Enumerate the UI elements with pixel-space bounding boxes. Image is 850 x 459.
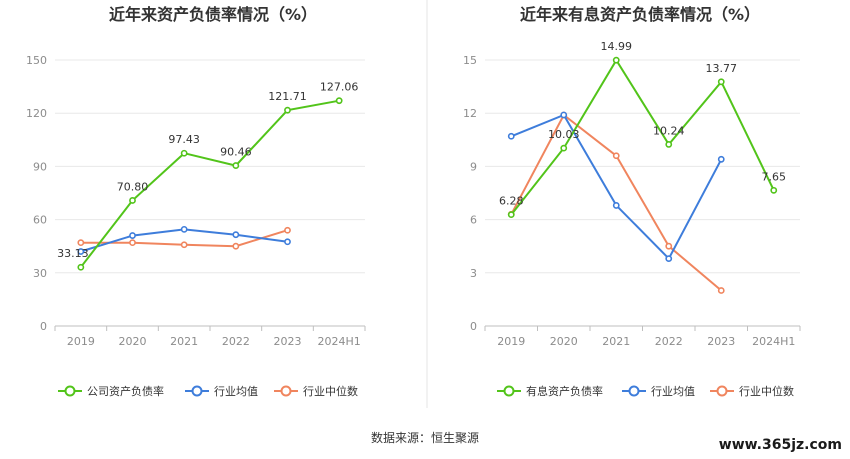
legend-swatch-marker — [280, 385, 292, 397]
data-point[interactable] — [335, 97, 343, 105]
y-tick-label: 15 — [463, 54, 477, 67]
y-tick-label: 60 — [33, 214, 47, 227]
data-label: 33.13 — [57, 247, 89, 260]
watermark: www.365jz.com — [719, 437, 842, 453]
y-tick-label: 9 — [470, 160, 477, 173]
data-point[interactable] — [77, 239, 85, 247]
x-tick-label: 2022 — [655, 335, 683, 348]
data-label: 97.43 — [168, 133, 200, 146]
data-point[interactable] — [770, 186, 778, 194]
x-tick-label: 2022 — [222, 335, 250, 348]
legend-item[interactable]: 行业中位数 — [710, 384, 794, 398]
legend-item[interactable]: 公司资产负债率 — [58, 384, 164, 398]
y-tick-label: 120 — [26, 107, 47, 120]
series-line — [80, 99, 340, 268]
data-label: 127.06 — [320, 81, 359, 94]
legend-swatch-marker — [503, 385, 515, 397]
legend-label: 行业均值 — [651, 385, 695, 398]
data-point[interactable] — [77, 263, 85, 271]
y-tick-label: 0 — [470, 320, 477, 333]
x-tick-label: 2020 — [119, 335, 147, 348]
series-line — [510, 113, 723, 261]
data-point[interactable] — [717, 78, 725, 86]
x-tick-label: 2021 — [602, 335, 630, 348]
y-tick-label: 3 — [470, 267, 477, 280]
series-line — [510, 58, 775, 216]
data-point[interactable] — [180, 149, 188, 157]
data-point[interactable] — [180, 241, 188, 249]
data-label: 10.24 — [653, 124, 685, 137]
chart-right: 近年来有息资产负债率情况（%） 0 3 6 9 12 15 2019 2020 2021 2022… — [463, 5, 801, 398]
legend-item[interactable]: 行业均值 — [622, 385, 695, 398]
data-point[interactable] — [612, 56, 620, 64]
data-point[interactable] — [612, 202, 620, 209]
data-point[interactable] — [284, 226, 291, 234]
data-label: 14.99 — [601, 40, 633, 53]
data-point[interactable] — [717, 287, 725, 294]
legend-swatch-marker — [191, 385, 203, 397]
data-point[interactable] — [665, 255, 673, 263]
legend-label: 行业中位数 — [303, 384, 358, 398]
x-tick-label: 2024H1 — [318, 335, 361, 348]
y-tick-label: 90 — [33, 160, 47, 173]
data-point[interactable] — [717, 155, 725, 163]
data-point[interactable] — [560, 144, 568, 152]
x-tick-label: 2021 — [170, 335, 198, 348]
x-tick-label: 2023 — [274, 335, 302, 348]
data-point[interactable] — [612, 152, 620, 160]
legend-label: 公司资产负债率 — [87, 384, 164, 398]
chart-left-title: 近年来资产负债率情况（%） — [109, 5, 317, 24]
data-label: 70.80 — [117, 180, 149, 193]
legend-label: 有息资产负债率 — [526, 384, 603, 398]
data-source-label: 数据来源：恒生聚源 — [371, 430, 479, 445]
legend-item[interactable]: 行业中位数 — [274, 384, 358, 398]
legend-label: 行业中位数 — [739, 384, 794, 398]
y-tick-label: 12 — [463, 107, 477, 120]
data-point[interactable] — [665, 141, 673, 148]
data-point[interactable] — [232, 162, 240, 169]
data-point[interactable] — [284, 106, 291, 114]
chart-right-title: 近年来有息资产负债率情况（%） — [520, 5, 760, 24]
data-point[interactable] — [560, 111, 568, 119]
data-label: 6.28 — [499, 195, 524, 208]
legend-swatch-marker — [64, 385, 76, 397]
x-tick-label: 2019 — [497, 335, 525, 348]
y-tick-label: 6 — [470, 214, 477, 227]
data-label: 7.65 — [762, 170, 787, 183]
legend-label: 行业均值 — [214, 385, 258, 398]
x-tick-label: 2020 — [550, 335, 578, 348]
x-tick-label: 2019 — [67, 335, 95, 348]
data-point[interactable] — [232, 231, 240, 239]
legend-swatch-marker — [628, 385, 640, 397]
data-point[interactable] — [232, 242, 240, 250]
legend-swatch-marker — [716, 385, 728, 397]
data-point[interactable] — [507, 211, 515, 219]
x-tick-label: 2024H1 — [752, 335, 795, 348]
data-label: 13.77 — [706, 62, 738, 75]
data-point[interactable] — [129, 197, 136, 204]
y-tick-label: 30 — [33, 267, 47, 280]
legend-item[interactable]: 有息资产负债率 — [497, 384, 603, 398]
data-point[interactable] — [284, 238, 291, 246]
data-point[interactable] — [129, 232, 136, 239]
data-point[interactable] — [129, 239, 136, 247]
data-point[interactable] — [77, 248, 85, 255]
y-tick-label: 150 — [26, 54, 47, 67]
data-point[interactable] — [180, 225, 188, 233]
chart-left: 近年来资产负债率情况（%） 0 30 60 90 120 150 2019 2020 2021 2… — [26, 5, 366, 398]
data-label: 10.03 — [548, 128, 580, 141]
x-tick-label: 2023 — [707, 335, 735, 348]
data-point[interactable] — [665, 242, 673, 250]
y-tick-label: 0 — [40, 320, 47, 333]
data-point[interactable] — [507, 132, 515, 140]
data-label: 121.71 — [268, 90, 307, 103]
data-label: 90.46 — [220, 146, 252, 159]
legend-item[interactable]: 行业均值 — [185, 385, 258, 398]
